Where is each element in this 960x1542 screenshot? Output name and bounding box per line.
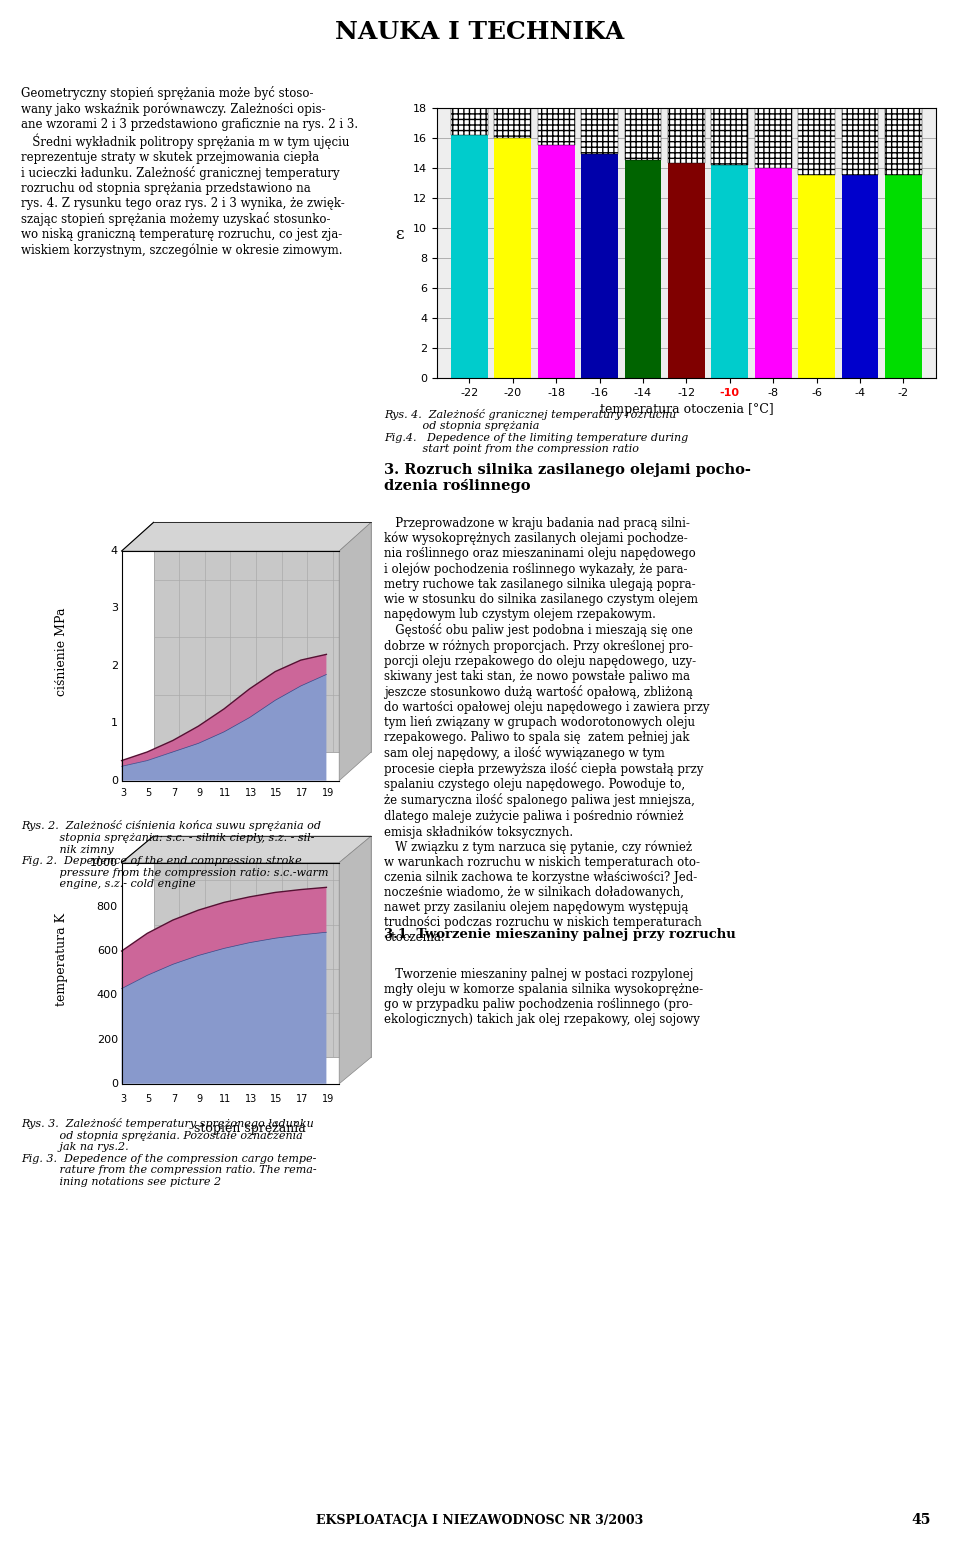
Bar xyxy=(842,108,878,176)
Text: Geometryczny stopień sprężania może być stoso-
wany jako wskaźnik porównawczy. Z: Geometryczny stopień sprężania może być … xyxy=(21,86,358,258)
Text: 11: 11 xyxy=(219,1093,231,1104)
Y-axis label: ε: ε xyxy=(395,225,403,244)
Text: 1000: 1000 xyxy=(89,857,118,868)
Text: Tworzenie mieszaniny palnej w postaci rozpylonej
mgły oleju w komorze spalania s: Tworzenie mieszaniny palnej w postaci ro… xyxy=(384,968,703,1027)
Bar xyxy=(538,145,575,378)
Text: 200: 200 xyxy=(97,1035,118,1044)
Text: temperatura K: temperatura K xyxy=(55,913,68,1007)
Text: Rys. 2.  Zależność ciśnienia końca suwu sprężania od
           stopnia sprężani: Rys. 2. Zależność ciśnienia końca suwu s… xyxy=(21,820,328,890)
Polygon shape xyxy=(339,836,372,1084)
Text: 13: 13 xyxy=(245,1093,257,1104)
Polygon shape xyxy=(122,674,326,780)
Bar xyxy=(451,136,488,378)
Text: 15: 15 xyxy=(271,788,282,797)
Text: stopień sprężania: stopień sprężania xyxy=(194,1123,305,1135)
Bar xyxy=(755,108,792,168)
Text: 5: 5 xyxy=(145,788,152,797)
Polygon shape xyxy=(122,654,326,766)
Text: 17: 17 xyxy=(296,1093,308,1104)
Text: ciśnienie MPa: ciśnienie MPa xyxy=(55,608,68,695)
Text: 9: 9 xyxy=(197,1093,203,1104)
Bar xyxy=(798,108,835,176)
Text: 3: 3 xyxy=(120,1093,126,1104)
Text: Przeprowadzone w kraju badania nad pracą silni-
ków wysokoprężnych zasilanych ol: Przeprowadzone w kraju badania nad pracą… xyxy=(384,517,709,944)
Bar xyxy=(711,108,748,165)
Polygon shape xyxy=(122,836,372,862)
Text: 3: 3 xyxy=(110,603,118,614)
Bar xyxy=(581,108,618,154)
Polygon shape xyxy=(154,523,372,752)
Text: EKSPLOATACJA I NIEZAWODNOSC NR 3/2003: EKSPLOATACJA I NIEZAWODNOSC NR 3/2003 xyxy=(317,1514,643,1527)
Bar xyxy=(625,160,661,378)
Bar xyxy=(755,168,792,378)
Bar xyxy=(711,165,748,378)
Text: 7: 7 xyxy=(171,788,178,797)
Bar xyxy=(451,108,488,136)
X-axis label: temperatura otoczenia [°C]: temperatura otoczenia [°C] xyxy=(600,402,773,416)
Text: 0: 0 xyxy=(110,1079,118,1089)
Text: 3. Rozruch silnika zasilanego olejami pocho-
dzenia roślinnego: 3. Rozruch silnika zasilanego olejami po… xyxy=(384,463,751,493)
Text: 400: 400 xyxy=(97,990,118,1001)
Polygon shape xyxy=(122,887,326,988)
Bar xyxy=(581,154,618,378)
Text: 7: 7 xyxy=(171,1093,178,1104)
Text: 5: 5 xyxy=(145,1093,152,1104)
Text: stopień sprężania: stopień sprężania xyxy=(194,880,305,894)
Text: Rys. 3.  Zależność temperatury sprężonego ładunku
           od stopnia sprężani: Rys. 3. Zależność temperatury sprężonego… xyxy=(21,1118,317,1187)
Text: 0: 0 xyxy=(110,776,118,786)
Text: 17: 17 xyxy=(296,788,308,797)
Text: 4: 4 xyxy=(110,546,118,557)
Text: 9: 9 xyxy=(197,788,203,797)
Bar xyxy=(538,108,575,145)
Bar xyxy=(885,176,922,378)
Bar xyxy=(668,108,705,163)
Bar xyxy=(625,108,661,160)
Bar xyxy=(494,108,531,137)
Text: 15: 15 xyxy=(271,1093,282,1104)
Bar xyxy=(494,137,531,378)
Polygon shape xyxy=(122,933,326,1084)
Text: 2: 2 xyxy=(110,662,118,671)
Bar xyxy=(842,176,878,378)
Text: Rys. 4.  Zależność granicznej temperatury rozruchu
           od stopnia sprężan: Rys. 4. Zależność granicznej temperatury… xyxy=(384,409,688,455)
Text: 19: 19 xyxy=(322,788,334,797)
Polygon shape xyxy=(154,836,372,1058)
Text: 1: 1 xyxy=(110,719,118,728)
Text: 800: 800 xyxy=(97,902,118,911)
Text: 13: 13 xyxy=(245,788,257,797)
Text: 45: 45 xyxy=(912,1513,931,1528)
Text: 3: 3 xyxy=(120,788,126,797)
Bar xyxy=(885,108,922,176)
Polygon shape xyxy=(122,523,372,550)
Polygon shape xyxy=(339,523,372,780)
Bar xyxy=(798,176,835,378)
Text: 600: 600 xyxy=(97,947,118,956)
Text: 3.1. Tworzenie mieszaniny palnej przy rozruchu: 3.1. Tworzenie mieszaniny palnej przy ro… xyxy=(384,928,735,941)
Text: 11: 11 xyxy=(219,788,231,797)
Text: NAUKA I TECHNIKA: NAUKA I TECHNIKA xyxy=(335,20,625,45)
Bar xyxy=(668,163,705,378)
Text: 19: 19 xyxy=(322,1093,334,1104)
